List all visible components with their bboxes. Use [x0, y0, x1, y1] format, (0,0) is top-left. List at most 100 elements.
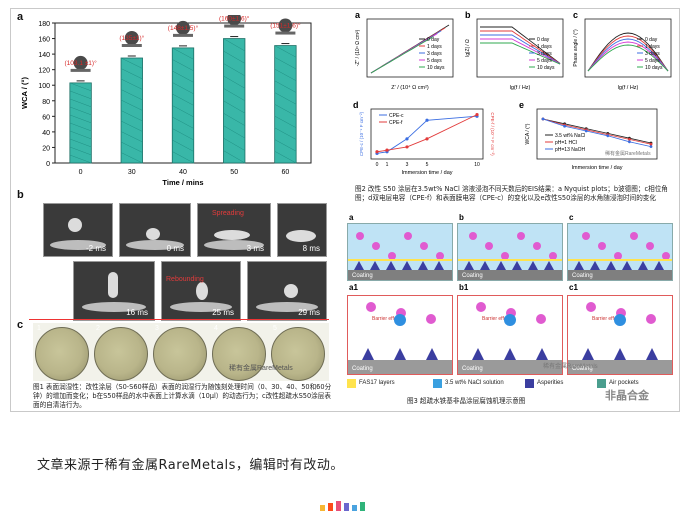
ion-icon: [372, 242, 380, 250]
fig1-panel-b-letter: b: [17, 189, 24, 201]
angle-label: (148±1.5)°: [168, 24, 199, 32]
asperity-icon: [434, 261, 444, 270]
legend-label: 3 days: [427, 51, 442, 57]
bar-hatch: [172, 128, 194, 141]
asperity-icon: [394, 348, 406, 360]
frame-time: 8 ms: [302, 244, 320, 253]
y-tick-label: 80: [42, 99, 50, 106]
spreading-label: Spreading: [212, 210, 244, 217]
bar-hatch: [274, 151, 297, 164]
panel-letter: b: [465, 10, 471, 20]
eis-series-line: [480, 42, 561, 65]
asperity-icon: [582, 348, 594, 360]
droplet-frame-2: 0 ms: [119, 203, 191, 257]
ion-icon: [485, 242, 493, 250]
bar-hatch: [120, 141, 143, 153]
x-tick-label: 5: [426, 162, 429, 168]
droplet-frame-6: Rebounding 25 ms: [161, 261, 241, 321]
x-axis-label: lg(f / Hz): [510, 85, 531, 91]
bar-hatch: [120, 78, 143, 90]
legend-swatch: [525, 379, 534, 388]
legend-label: 0 day: [645, 37, 658, 43]
asperity-icon: [504, 348, 516, 360]
bar-hatch: [223, 88, 246, 101]
bar-hatch: [274, 139, 297, 152]
frame-time: 25 ms: [212, 308, 234, 317]
droplet-frame-5: 16 ms: [73, 261, 155, 321]
fig3-mechanism: Coating a Coating b Coating c Coating Barrier e…: [347, 213, 677, 409]
bar-hatch: [120, 68, 143, 80]
legend-label: Asperities: [537, 380, 564, 386]
substrate-icon: [224, 24, 245, 28]
legend-label: 3 days: [537, 51, 552, 57]
ion-icon: [436, 252, 444, 260]
y-axis-label-right: CPE-f / (10⁻⁹ F cm⁻²): [490, 112, 495, 156]
footer-bar: [336, 501, 341, 511]
bar-hatch: [120, 99, 143, 111]
plot-frame: [476, 18, 564, 78]
bar-hatch: [223, 150, 246, 164]
mechanism-detail-panel: Coating Barrier effect: [347, 295, 453, 375]
plot-frame: [370, 108, 484, 160]
asperity-icon: [606, 261, 616, 270]
x-tick-label: 3: [406, 162, 409, 168]
frame-time: 29 ms: [298, 308, 320, 317]
y-axis-label: lg|Z| / Ω: [465, 39, 471, 57]
bar-hatch: [69, 122, 92, 132]
asperity-icon: [496, 261, 506, 270]
bar-hatch: [274, 127, 297, 140]
droplet-frame-4: 8 ms: [277, 203, 327, 257]
bar-hatch: [172, 139, 194, 152]
bar-hatch: [69, 138, 92, 148]
coating-label: Coating: [462, 366, 483, 372]
asperity-icon: [646, 348, 658, 360]
bar-hatch: [69, 106, 92, 116]
series-line: [542, 118, 652, 147]
x-tick-label: 30: [128, 169, 136, 176]
ion-icon: [582, 232, 590, 240]
bar-hatch: [120, 57, 143, 69]
x-tick-label: 1: [386, 162, 389, 168]
mechanism-detail-panel: Coating Barrier effect: [457, 295, 563, 375]
bar-hatch: [120, 131, 143, 143]
footer-bar: [360, 502, 365, 511]
ion-icon: [533, 242, 541, 250]
legend-label: 10 days: [427, 65, 445, 71]
x-tick-label: 50: [230, 169, 238, 176]
legend-label: 3.5 wt% NaCl solution: [445, 380, 504, 386]
legend-label: 1 days: [645, 44, 660, 50]
fig2-eis-plots: a Z' / (10⁴ Ω cm²) -Z'' / (10⁴ Ω cm²) 0 day…: [355, 10, 672, 91]
panel-letter: b: [459, 213, 464, 222]
eis-series-line: [480, 34, 561, 65]
bar-hatch: [172, 47, 194, 60]
coating-layer: [458, 270, 562, 280]
asperity-icon: [362, 348, 374, 360]
legend-label: 5 days: [645, 58, 660, 64]
asperity-icon: [472, 348, 484, 360]
y-tick-label: 120: [38, 68, 50, 75]
angle-label: (151±1.6)°: [270, 22, 301, 30]
fig2-watermark: 稀有金属RareMetals: [605, 150, 651, 157]
ion-icon: [420, 242, 428, 250]
legend-label: 5 days: [537, 58, 552, 64]
frame-time: 16 ms: [126, 308, 148, 317]
fig1-panel-c-letter: c: [17, 319, 24, 331]
asperity-icon: [512, 261, 522, 270]
legend-label: pH=13 NaOH: [555, 147, 586, 153]
asperity-icon: [590, 261, 600, 270]
legend-swatch: [347, 379, 356, 388]
asperity-icon: [418, 261, 428, 270]
bar-hatch: [69, 146, 92, 156]
eis-series-line: [587, 38, 669, 72]
bar-hatch: [120, 110, 143, 122]
bar-hatch: [223, 75, 246, 89]
legend-label: 5 days: [427, 58, 442, 64]
y-axis-label: WCA / (°): [20, 77, 29, 109]
panel-letter: b1: [459, 283, 469, 292]
bar-hatch: [120, 120, 143, 132]
angle-label: (160±1.6)°: [219, 15, 250, 23]
legend-label: 1 days: [427, 44, 442, 50]
y-tick-label: 60: [42, 114, 50, 121]
bar-hatch: [223, 113, 246, 126]
barrier-label: Barrier effect: [592, 316, 621, 322]
